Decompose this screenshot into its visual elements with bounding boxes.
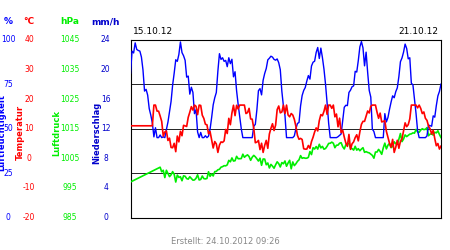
Text: hPa: hPa xyxy=(60,17,79,26)
Text: 75: 75 xyxy=(3,80,13,89)
Text: 1015: 1015 xyxy=(60,124,79,133)
Text: 10: 10 xyxy=(24,124,34,133)
Text: 21.10.12: 21.10.12 xyxy=(399,27,439,36)
Text: Luftdruck: Luftdruck xyxy=(52,110,61,156)
Text: 12: 12 xyxy=(101,124,111,133)
Text: 30: 30 xyxy=(24,65,34,74)
Text: Temperatur: Temperatur xyxy=(16,105,25,160)
Text: 4: 4 xyxy=(104,184,108,192)
Text: 15.10.12: 15.10.12 xyxy=(133,27,173,36)
Text: 1045: 1045 xyxy=(60,36,80,44)
Text: 995: 995 xyxy=(63,184,77,192)
Text: 1025: 1025 xyxy=(60,95,79,104)
Text: -10: -10 xyxy=(23,184,36,192)
Text: 100: 100 xyxy=(1,36,15,44)
Text: mm/h: mm/h xyxy=(91,17,120,26)
Text: 1035: 1035 xyxy=(60,65,80,74)
Text: 985: 985 xyxy=(63,213,77,222)
Text: 25: 25 xyxy=(3,168,13,177)
Text: Niederschlag: Niederschlag xyxy=(92,102,101,164)
Text: -20: -20 xyxy=(23,213,36,222)
Text: 0: 0 xyxy=(27,154,32,163)
Text: 40: 40 xyxy=(24,36,34,44)
Text: %: % xyxy=(4,17,13,26)
Text: 1005: 1005 xyxy=(60,154,80,163)
Text: °C: °C xyxy=(24,17,35,26)
Text: 8: 8 xyxy=(104,154,108,163)
Text: 24: 24 xyxy=(101,36,111,44)
Text: 20: 20 xyxy=(24,95,34,104)
Text: 20: 20 xyxy=(101,65,111,74)
Text: 0: 0 xyxy=(104,213,108,222)
Text: 16: 16 xyxy=(101,95,111,104)
Text: Luftfeuchtigkeit: Luftfeuchtigkeit xyxy=(0,94,6,171)
Text: 0: 0 xyxy=(6,213,10,222)
Text: Erstellt: 24.10.2012 09:26: Erstellt: 24.10.2012 09:26 xyxy=(171,237,279,246)
Text: 50: 50 xyxy=(3,124,13,133)
